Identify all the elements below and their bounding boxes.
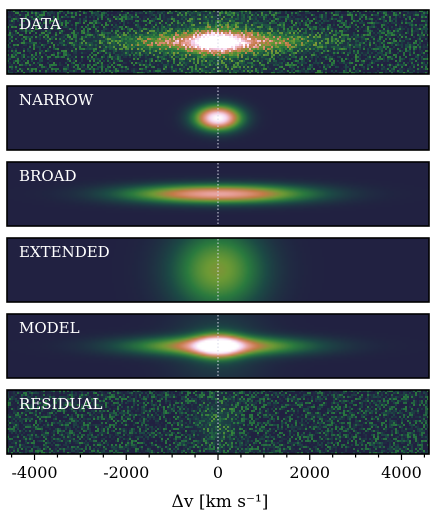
- panel-label-extended: EXTENDED: [19, 243, 110, 261]
- x-tick-label: -2000: [103, 463, 149, 482]
- panel-model: MODEL: [7, 314, 429, 378]
- x-ticks: -4000 -2000 0 2000 4000: [11, 454, 424, 482]
- x-tick-label: 2000: [289, 463, 330, 482]
- panel-narrow: NARROW: [7, 86, 429, 150]
- panel-label-model: MODEL: [19, 319, 80, 337]
- panel-label-broad: BROAD: [19, 167, 76, 185]
- x-tick-label: 0: [213, 463, 223, 482]
- panel-extended: EXTENDED: [7, 238, 429, 302]
- panel-label-narrow: NARROW: [19, 91, 94, 109]
- panel-label-data: DATA: [19, 15, 61, 33]
- x-axis-label: Δv [km s⁻¹]: [172, 492, 269, 512]
- x-axis: -4000 -2000 0 2000 4000 Δv [km s⁻¹]: [11, 454, 424, 512]
- panel-residual: RESIDUAL: [7, 390, 429, 454]
- panel-broad: BROAD: [7, 162, 429, 226]
- x-tick-label: -4000: [11, 463, 57, 482]
- panel-stack: DATA NARROW BROAD EXTENDED MODEL RESIDUAL: [7, 10, 429, 454]
- panel-label-residual: RESIDUAL: [19, 395, 102, 413]
- x-tick-label: 4000: [381, 463, 422, 482]
- panel-data: DATA: [7, 10, 429, 74]
